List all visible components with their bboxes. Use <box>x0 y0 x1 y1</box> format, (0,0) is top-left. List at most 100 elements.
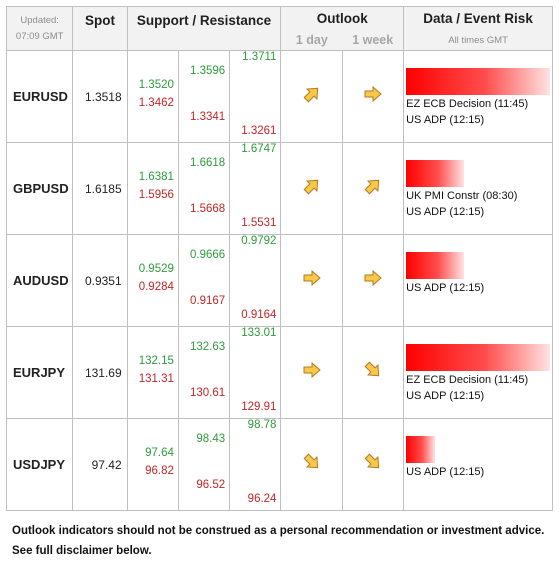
event-item: EZ ECB Decision (11:45) <box>406 374 529 386</box>
outlook-1week-cell <box>341 326 405 419</box>
resistance-level: 98.78 <box>247 419 277 431</box>
pair-row: AUDUSD 0.9351 0.9529 0.9284 0.9666 0.9167 0.97… <box>5 234 553 327</box>
outlook-1day-cell <box>280 142 343 235</box>
sr-column: 0.9529 0.9284 <box>126 234 179 327</box>
resistance-level: 1.3596 <box>189 65 226 77</box>
support-level: 130.61 <box>189 387 226 399</box>
event-risk-cell: EZ ECB Decision (11:45) US ADP (12:15) <box>403 50 553 143</box>
resistance-level: 132.15 <box>138 355 174 367</box>
spot-value: 131.69 <box>72 326 128 419</box>
event-item: US ADP (12:15) <box>406 114 485 126</box>
event-risk-cell: US ADP (12:15) <box>403 418 553 511</box>
outlook-1day-cell <box>280 326 343 419</box>
pair-name: EURUSD <box>5 50 74 143</box>
outlook-1week-header: 1 week <box>342 30 405 51</box>
arrow-up-right-icon <box>303 87 321 106</box>
event-risk-cell: EZ ECB Decision (11:45) US ADP (12:15) <box>403 326 553 419</box>
sr-column: 132.15 131.31 <box>126 326 179 419</box>
resistance-level: 0.9666 <box>189 249 226 261</box>
resistance-level: 132.63 <box>189 341 226 353</box>
sr-column: 0.9666 0.9167 <box>177 234 231 327</box>
arrow-up-right-icon <box>303 179 321 198</box>
sr-column: 1.6381 1.5956 <box>126 142 179 235</box>
spot-value: 1.6185 <box>72 142 128 235</box>
arrow-right-icon <box>303 269 321 290</box>
pair-row: EURUSD 1.3518 1.3520 1.3462 1.3596 1.3341 1.37… <box>5 50 553 143</box>
arrow-down-right-icon <box>364 361 382 382</box>
outlook-header: Outlook <box>280 6 405 31</box>
resistance-level: 133.01 <box>241 327 277 339</box>
disclaimer-line-1: Outlook indicators should not be constru… <box>12 525 545 537</box>
resistance-level: 1.3520 <box>138 79 174 91</box>
arrow-right-icon <box>303 361 321 382</box>
spot-value: 1.3518 <box>72 50 128 143</box>
event-risk-bar <box>406 344 551 371</box>
event-risk-header: Data / Event Risk <box>403 6 553 31</box>
support-level: 129.91 <box>241 401 277 413</box>
event-risk-bar <box>406 160 465 187</box>
pairs-body: EURUSD 1.3518 1.3520 1.3462 1.3596 1.3341 1.37… <box>5 50 553 511</box>
support-level: 0.9284 <box>138 281 174 293</box>
pair-row: USDJPY 97.42 97.64 96.82 98.43 96.52 98.78 96.2… <box>5 418 553 511</box>
sr-column: 1.3520 1.3462 <box>126 50 179 143</box>
outlook-1day-cell <box>280 418 343 511</box>
support-level: 1.5531 <box>241 217 277 229</box>
support-level: 1.5956 <box>138 189 174 201</box>
outlook-1week-cell <box>341 234 405 327</box>
event-item: US ADP (12:15) <box>406 466 485 478</box>
event-item: EZ ECB Decision (11:45) <box>406 98 529 110</box>
sr-column: 98.78 96.24 <box>229 418 282 511</box>
support-level: 1.3462 <box>138 97 174 109</box>
outlook-1day-header: 1 day <box>280 30 343 51</box>
outlook-1week-cell <box>341 418 405 511</box>
arrow-up-right-icon <box>364 179 382 198</box>
spot-value: 97.42 <box>72 418 128 511</box>
sr-column: 0.9792 0.9164 <box>229 234 282 327</box>
event-risk-cell: US ADP (12:15) <box>403 234 553 327</box>
event-risk-bar <box>406 436 436 463</box>
support-level: 131.31 <box>138 373 174 385</box>
sr-column: 1.6618 1.5668 <box>177 142 231 235</box>
updated-time: 07:09 GMT <box>15 30 64 42</box>
support-level: 0.9167 <box>189 295 226 307</box>
fx-outlook-table: Updated: 07:09 GMT Spot Support / Resist… <box>5 6 553 511</box>
spot-value: 0.9351 <box>72 234 128 327</box>
resistance-level: 98.43 <box>196 433 226 445</box>
support-level: 96.24 <box>247 493 277 505</box>
sr-column: 1.3711 1.3261 <box>229 50 282 143</box>
arrow-down-right-icon <box>364 453 382 474</box>
arrow-right-icon <box>364 85 382 106</box>
resistance-level: 1.3711 <box>242 51 277 63</box>
resistance-level: 1.6618 <box>189 157 226 169</box>
spot-header: Spot <box>72 6 128 51</box>
sr-column: 98.43 96.52 <box>177 418 231 511</box>
support-level: 0.9164 <box>241 309 277 321</box>
resistance-level: 0.9792 <box>241 235 277 247</box>
support-level: 96.82 <box>145 465 174 477</box>
arrow-right-icon <box>364 269 382 290</box>
sr-column: 132.63 130.61 <box>177 326 231 419</box>
arrow-down-right-icon <box>303 453 321 474</box>
support-level: 96.52 <box>196 479 226 491</box>
resistance-level: 97.64 <box>145 447 174 459</box>
resistance-level: 1.6381 <box>138 171 174 183</box>
disclaimer-line-2: See full disclaimer below. <box>12 545 152 557</box>
sr-column: 1.6747 1.5531 <box>229 142 282 235</box>
sr-column: 1.3596 1.3341 <box>177 50 231 143</box>
outlook-1day-cell <box>280 50 343 143</box>
resistance-level: 1.6747 <box>241 143 277 155</box>
outlook-1day-cell <box>280 234 343 327</box>
pair-name: EURJPY <box>5 326 74 419</box>
outlook-1week-cell <box>341 142 405 235</box>
updated-label: Updated: <box>20 14 59 26</box>
sr-column: 133.01 129.91 <box>229 326 282 419</box>
event-risk-cell: UK PMI Constr (08:30) US ADP (12:15) <box>403 142 553 235</box>
support-level: 1.3261 <box>241 125 277 137</box>
support-level: 1.3341 <box>189 111 226 123</box>
updated-cell: Updated: 07:09 GMT <box>5 6 74 51</box>
support-level: 1.5668 <box>189 203 226 215</box>
pair-name: AUDUSD <box>5 234 74 327</box>
all-times-label: All times GMT <box>403 30 553 51</box>
support-resistance-header: Support / Resistance <box>126 6 282 51</box>
disclaimer: Outlook indicators should not be constru… <box>12 521 544 561</box>
